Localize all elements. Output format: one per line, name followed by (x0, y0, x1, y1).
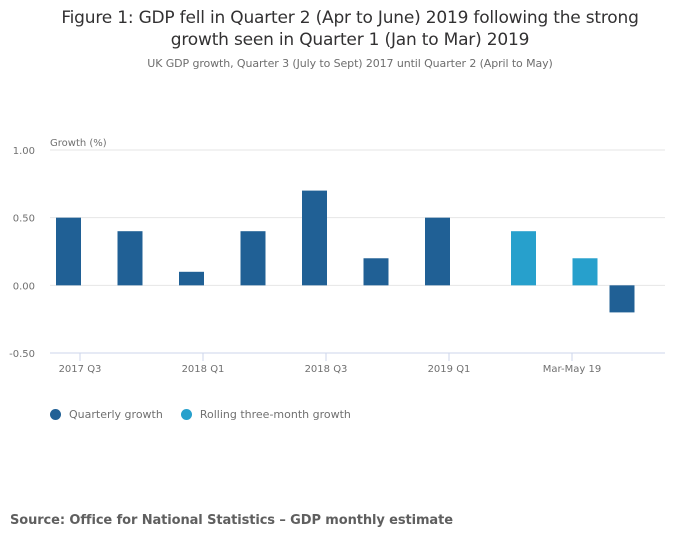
bar-quarterly[interactable] (240, 231, 266, 286)
bar-quarterly[interactable] (363, 258, 389, 286)
legend-item-rolling[interactable]: Rolling three-month growth (180, 408, 351, 421)
x-tick-label: 2017 Q3 (59, 364, 102, 375)
bar-rolling[interactable] (572, 258, 598, 286)
gridlines (50, 149, 665, 354)
bar-quarterly[interactable] (117, 231, 143, 286)
bar-rolling[interactable] (511, 231, 536, 286)
y-tick-label: 0.00 (13, 281, 35, 292)
bar-chart: 1.00 0.50 0.00 -0.50 Growth (%) 2017 Q3 2018… (9, 138, 665, 375)
y-tick-label: 1.00 (13, 146, 35, 157)
x-tick-label: 2019 Q1 (428, 364, 471, 375)
legend-label: Quarterly growth (69, 408, 163, 421)
chart-title-line-2: growth seen in Quarter 1 (Jan to Mar) 20… (170, 30, 530, 50)
x-axis: 2017 Q3 2018 Q1 2018 Q3 2019 Q1 Mar-May 19 (59, 353, 601, 375)
x-tick-label: 2018 Q1 (182, 364, 225, 375)
chart-subtitle: UK GDP growth, Quarter 3 (July to Sept) … (147, 57, 553, 70)
legend: Quarterly growth Rolling three-month gro… (50, 408, 369, 421)
legend-item-quarterly[interactable]: Quarterly growth (50, 408, 163, 421)
y-tick-label: -0.50 (9, 349, 35, 360)
y-axis-ticks: 1.00 0.50 0.00 -0.50 (9, 146, 35, 360)
chart-title: Figure 1: GDP fell in Quarter 2 (Apr to … (0, 7, 700, 51)
legend-label: Rolling three-month growth (199, 408, 351, 421)
chart-title-line-1: Figure 1: GDP fell in Quarter 2 (Apr to … (61, 8, 639, 28)
bar-quarterly[interactable] (425, 217, 450, 286)
bar-quarterly[interactable] (56, 217, 81, 286)
y-axis-label: Growth (%) (50, 138, 107, 149)
bar-quarterly[interactable] (302, 190, 327, 286)
bar-quarterly[interactable] (179, 271, 204, 286)
x-tick-label: Mar-May 19 (543, 364, 601, 375)
bar-quarterly[interactable] (609, 285, 635, 313)
bars (56, 190, 635, 313)
legend-dot-icon (180, 409, 192, 420)
x-tick-label: 2018 Q3 (305, 364, 348, 375)
source-note: Source: Office for National Statistics –… (10, 513, 453, 528)
legend-dot-icon (50, 409, 61, 420)
y-tick-label: 0.50 (13, 214, 35, 225)
